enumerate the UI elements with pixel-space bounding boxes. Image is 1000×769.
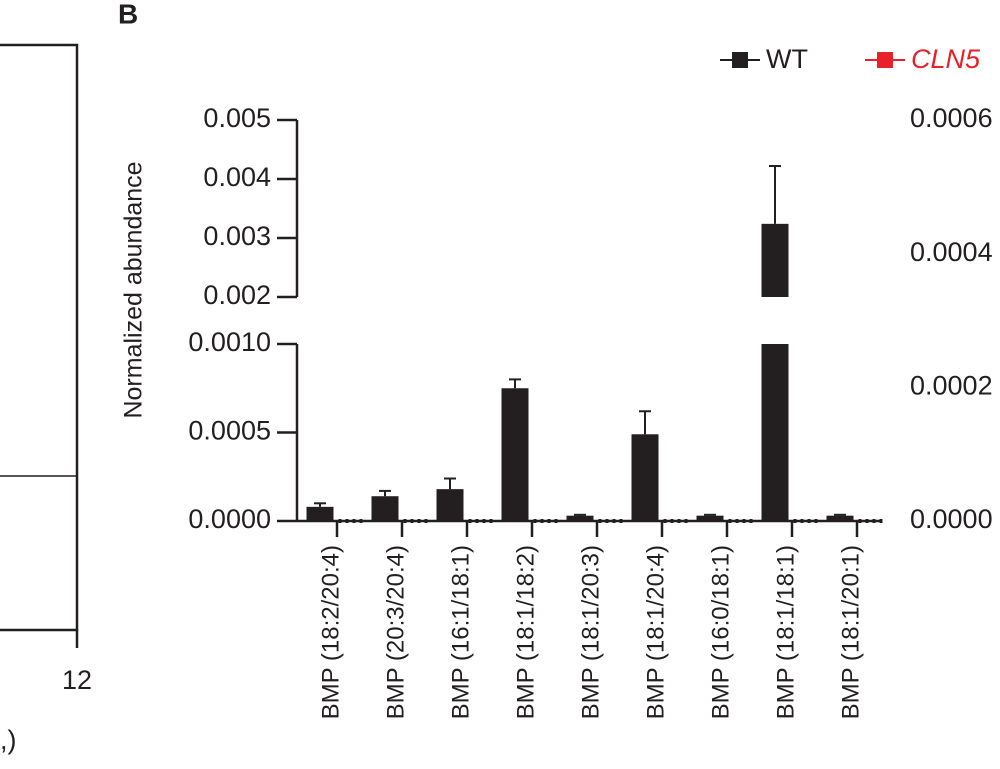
panel-label: B [118,0,138,29]
x-tick-label: BMP (16:1/18:1) [447,545,474,719]
x-tick-label: BMP (18:2/20:4) [317,545,344,719]
legend-label: WT [766,44,808,74]
x-tick-label: BMP (18:1/18:2) [512,545,539,719]
bar [436,489,464,521]
left-panel-tick-label: 12 [62,665,92,695]
bar [761,344,789,521]
legend-label: CLN5 [911,44,981,74]
bar [826,515,854,521]
bar [631,434,659,521]
bar-upper [761,223,789,297]
bar [501,388,529,521]
x-tick-label: BMP (20:3/20:4) [382,545,409,719]
left-panel-label-fragment: ,) [0,725,17,755]
y-tick-label: 0.0005 [188,416,271,446]
y2-tick-label: 0.0000 [910,504,993,534]
y2-tick-label: 0.0006 [910,103,993,133]
x-tick-label: BMP (18:1/20:3) [577,545,604,719]
left-panel-frame [0,43,79,632]
y-axis-label: Normalized abundance [120,161,148,418]
y-tick-label: 0.002 [203,280,271,310]
legend-marker [877,52,893,68]
y-tick-label: 0.005 [203,103,271,133]
y2-tick-label: 0.0004 [910,237,993,267]
legend-marker [732,52,748,68]
x-tick-label: BMP (16:0/18:1) [707,545,734,719]
y-tick-label: 0.004 [203,162,271,192]
y2-tick-label: 0.0002 [910,370,993,400]
x-tick-label: BMP (18:1/20:4) [642,545,669,719]
bar [371,496,399,521]
y-tick-label: 0.0010 [188,327,271,357]
bar [566,515,594,521]
bar [696,515,724,521]
x-tick-label: BMP (18:1/18:1) [772,545,799,719]
y-tick-label: 0.0000 [188,504,271,534]
x-tick-label: BMP (18:1/20:1) [837,545,864,719]
bar [306,506,334,521]
y-tick-label: 0.003 [203,221,271,251]
